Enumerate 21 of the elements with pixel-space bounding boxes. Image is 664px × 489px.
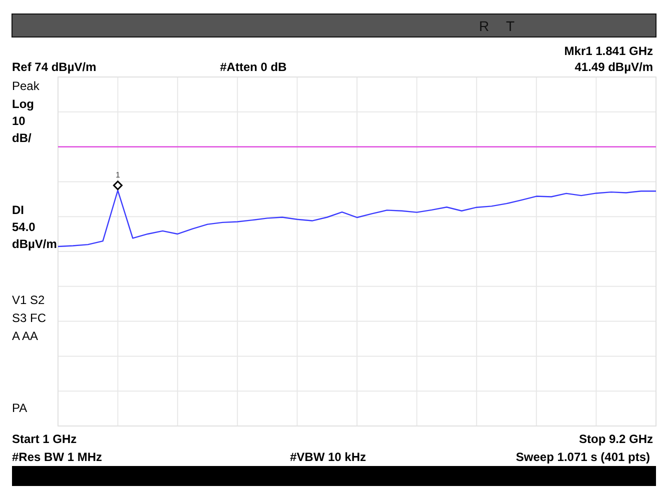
text: PA [12,401,28,415]
text: dB/ [12,131,32,145]
text: V1 S2 [12,293,46,307]
text: #Res BW 1 MHz [12,450,102,464]
text: Log [12,97,34,111]
text: T [506,18,515,34]
text: #Atten 0 dB [220,60,288,74]
text: 1 [116,170,121,180]
text: R [479,18,490,34]
text: S3 FC [12,311,46,325]
text: Stop 9.2 GHz [578,432,653,446]
text: Peak [12,79,40,93]
text: Ref 74 dBµV/m [12,60,96,74]
text: Sweep 1.071 s (401 pts) [516,450,650,464]
text: A AA [12,329,38,343]
text: Mkr1 1.841 GHz [564,44,653,58]
text: 41.49 dBµV/m [574,60,653,74]
text: Start 1 GHz [12,432,77,446]
text: DI 54.0 dBµV/m [12,203,57,251]
text: 10 [12,114,26,128]
text: #VBW 10 kHz [290,450,366,464]
